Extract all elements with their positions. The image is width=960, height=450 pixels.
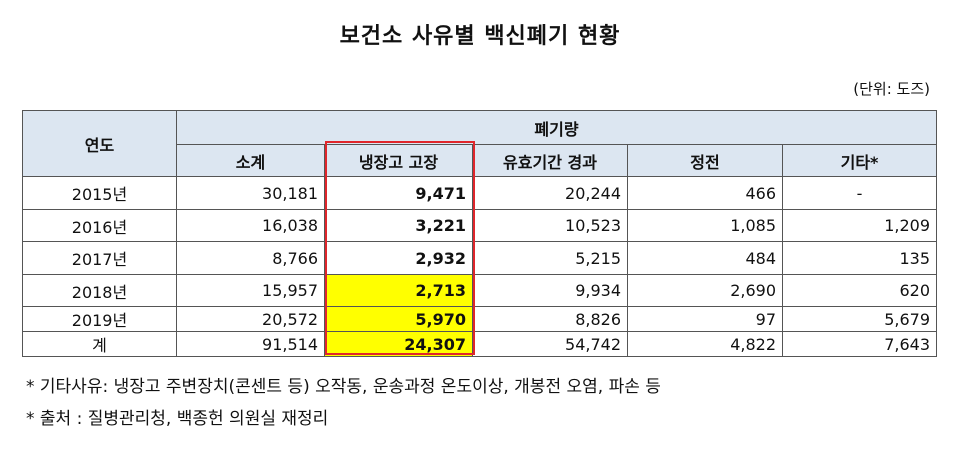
vaccine-disposal-table: 연도 폐기량 소계 냉장고 고장 유효기간 경과 정전 기타* 2015년 30… <box>22 110 937 357</box>
cell-fridge: 3,221 <box>324 209 473 242</box>
cell-fridge: 5,970 <box>324 306 473 332</box>
footnote-other-reasons: * 기타사유: 냉장고 주변장치(콘센트 등) 오작동, 운송과정 온도이상, … <box>26 377 661 397</box>
cell-expired: 9,934 <box>472 274 628 307</box>
header-power-outage: 정전 <box>627 144 783 177</box>
cell-outage: 484 <box>627 241 783 275</box>
cell-subtotal: 16,038 <box>176 209 325 242</box>
cell-outage: 1,085 <box>627 209 783 242</box>
table-row: 2019년 20,572 5,970 8,826 97 5,679 <box>22 306 937 332</box>
header-subtotal: 소계 <box>176 144 325 177</box>
cell-other: - <box>782 176 937 210</box>
cell-other: 620 <box>782 274 937 307</box>
cell-year: 2018년 <box>22 274 177 307</box>
cell-expired: 5,215 <box>472 241 628 275</box>
cell-fridge: 2,932 <box>324 241 473 275</box>
header-fridge-failure: 냉장고 고장 <box>324 144 473 177</box>
cell-fridge: 24,307 <box>324 331 473 357</box>
cell-subtotal: 91,514 <box>176 331 325 357</box>
cell-subtotal: 30,181 <box>176 176 325 210</box>
unit-label: (단위: 도즈) <box>853 80 930 98</box>
cell-expired: 20,244 <box>472 176 628 210</box>
document-title: 보건소 사유별 백신폐기 현황 <box>339 24 621 49</box>
header-year: 연도 <box>22 110 177 177</box>
cell-subtotal: 8,766 <box>176 241 325 275</box>
cell-year: 2017년 <box>22 241 177 275</box>
table-row: 2018년 15,957 2,713 9,934 2,690 620 <box>22 274 937 307</box>
cell-year: 계 <box>22 331 177 357</box>
cell-other: 135 <box>782 241 937 275</box>
cell-fridge: 2,713 <box>324 274 473 307</box>
header-disposal-amount: 폐기량 <box>176 110 937 145</box>
cell-year: 2015년 <box>22 176 177 210</box>
cell-outage: 4,822 <box>627 331 783 357</box>
table-row: 2017년 8,766 2,932 5,215 484 135 <box>22 241 937 275</box>
cell-other: 1,209 <box>782 209 937 242</box>
cell-outage: 466 <box>627 176 783 210</box>
cell-outage: 2,690 <box>627 274 783 307</box>
cell-expired: 10,523 <box>472 209 628 242</box>
cell-other: 7,643 <box>782 331 937 357</box>
cell-other: 5,679 <box>782 306 937 332</box>
cell-year: 2019년 <box>22 306 177 332</box>
header-expired: 유효기간 경과 <box>472 144 628 177</box>
cell-subtotal: 20,572 <box>176 306 325 332</box>
cell-year: 2016년 <box>22 209 177 242</box>
cell-expired: 8,826 <box>472 306 628 332</box>
cell-fridge: 9,471 <box>324 176 473 210</box>
cell-expired: 54,742 <box>472 331 628 357</box>
footnote-source: * 출처 : 질병관리청, 백종헌 의원실 재정리 <box>26 409 329 429</box>
header-other: 기타* <box>782 144 937 177</box>
cell-subtotal: 15,957 <box>176 274 325 307</box>
cell-outage: 97 <box>627 306 783 332</box>
table-row: 2015년 30,181 9,471 20,244 466 - <box>22 176 937 210</box>
table-row-total: 계 91,514 24,307 54,742 4,822 7,643 <box>22 331 937 357</box>
table-row: 2016년 16,038 3,221 10,523 1,085 1,209 <box>22 209 937 242</box>
